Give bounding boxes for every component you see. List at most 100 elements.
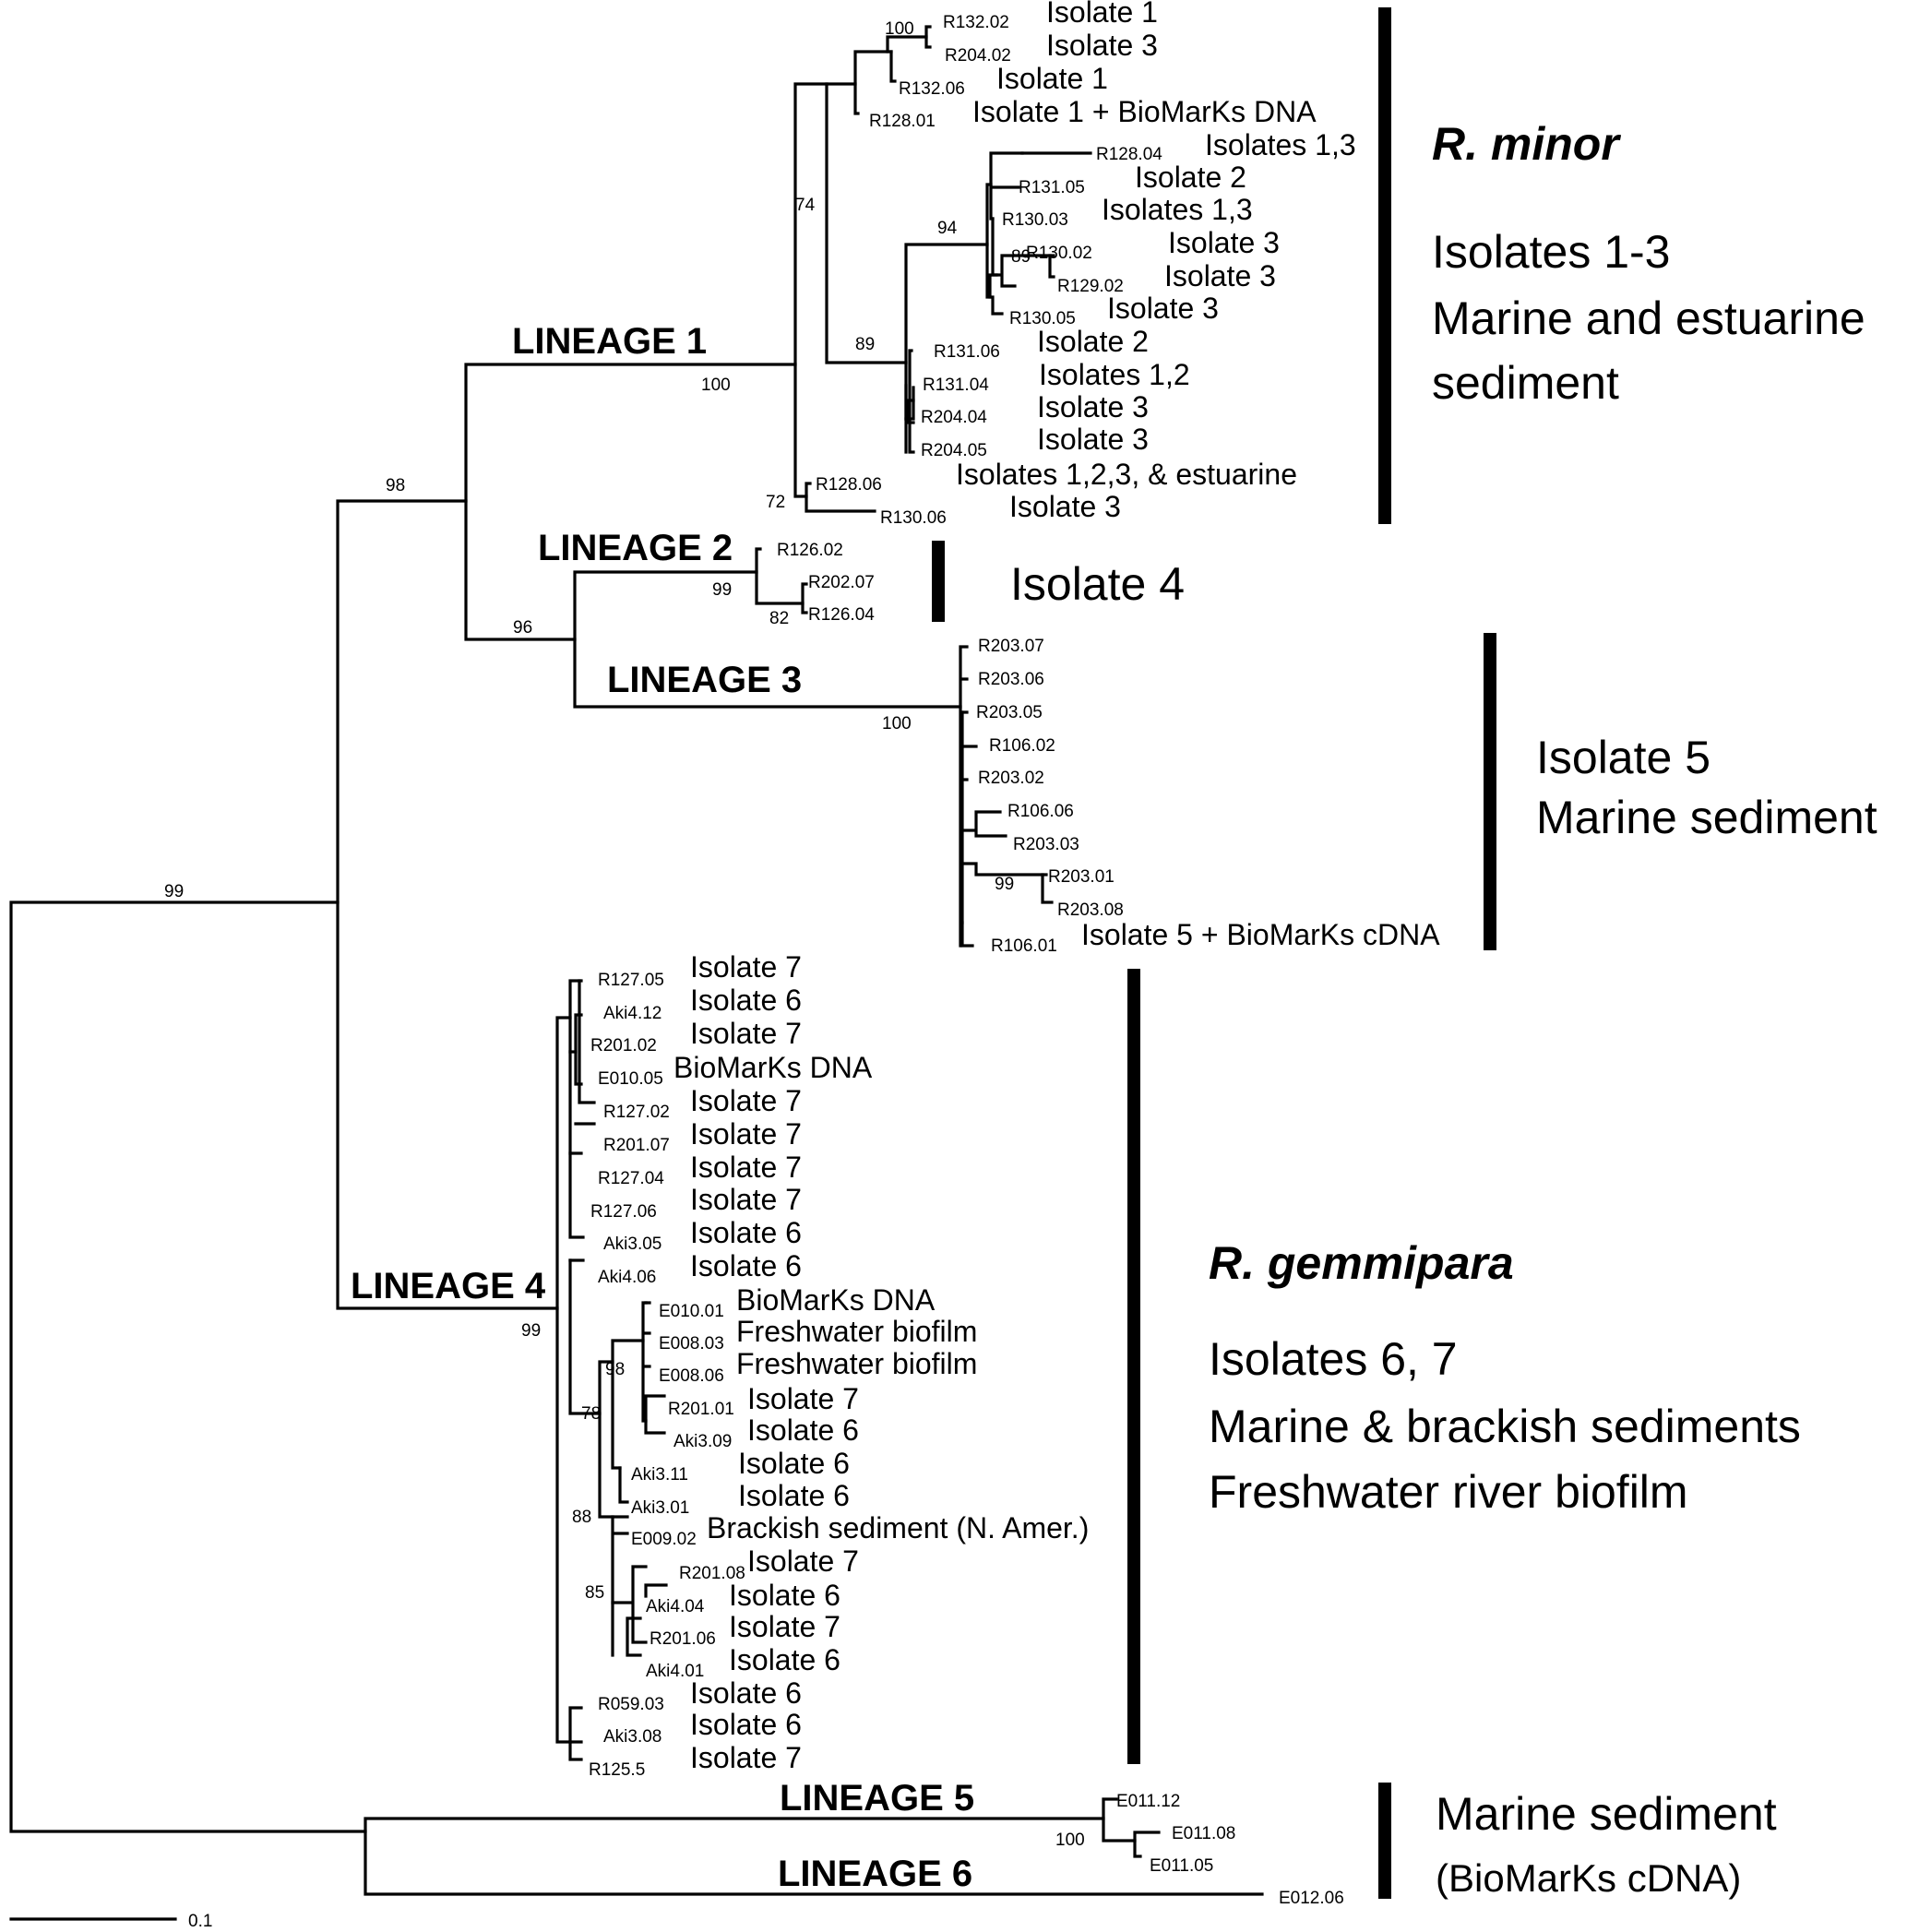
tip-accession-label: R203.07 [978, 637, 1044, 656]
tip-source-label: Freshwater biofilm [736, 1347, 977, 1380]
tip-accession-label: R201.07 [603, 1136, 670, 1155]
bootstrap-value: 89 [855, 335, 875, 354]
tip-accession-label: Aki3.01 [631, 1498, 689, 1518]
tip-source-label: Isolate 1 [1046, 0, 1158, 29]
tip-accession-label: R106.06 [1007, 802, 1074, 821]
bootstrap-value: 89 [1011, 247, 1031, 267]
group-description: sediment [1432, 357, 1619, 409]
bootstrap-value: 78 [581, 1404, 601, 1424]
bootstrap-value: 99 [712, 580, 732, 600]
tip-accession-label: R125.5 [589, 1760, 645, 1780]
bootstrap-value: 99 [995, 875, 1014, 894]
tip-source-label: Isolate 3 [1037, 423, 1149, 456]
tip-source-label: Isolate 7 [690, 1084, 802, 1117]
group-description: (BioMarKs cDNA) [1436, 1856, 1741, 1900]
tip-accession-label: E008.03 [659, 1334, 724, 1354]
tip-accession-label: E009.02 [631, 1530, 697, 1549]
tip-accession-label: R203.02 [978, 769, 1044, 788]
tip-accession-label: R127.06 [590, 1202, 657, 1222]
tip-source-label: Isolate 3 [1009, 490, 1121, 523]
group-description: Isolates 1-3 [1432, 226, 1670, 278]
tip-accession-label: R204.04 [921, 408, 987, 427]
tip-accession-label: E010.05 [598, 1069, 663, 1089]
bootstrap-value: 82 [769, 609, 789, 628]
tip-accession-label: R202.07 [808, 573, 875, 592]
tip-source-label: Isolate 2 [1135, 161, 1246, 194]
tip-accession-label: E011.12 [1116, 1792, 1180, 1811]
bootstrap-value: 99 [521, 1321, 541, 1341]
tip-source-label: Isolate 3 [1164, 259, 1276, 292]
tip-accession-label: R127.02 [603, 1103, 670, 1122]
lineage-label: LINEAGE 5 [780, 1778, 974, 1819]
bootstrap-values: 100 74 94 89 89 72 100 98 99 82 96 100 9… [164, 19, 1085, 1850]
tip-accession-label: E010.01 [659, 1302, 724, 1321]
tip-source-label: BioMarKs DNA [736, 1283, 936, 1317]
tip-source-label: Isolate 6 [690, 1676, 802, 1710]
tip-source-label: Isolate 7 [690, 1017, 802, 1050]
tip-accession-label: Aki3.09 [673, 1432, 732, 1451]
tip-source-label: Isolate 7 [690, 1741, 802, 1774]
group-description: Isolates 6, 7 [1209, 1333, 1458, 1385]
tip-accession-label: Aki4.01 [646, 1662, 704, 1681]
lineage-label: LINEAGE 6 [778, 1854, 972, 1894]
tip-accession-label: R203.01 [1048, 867, 1114, 887]
tip-accession-label: R203.03 [1013, 835, 1079, 854]
tip-accession-label: R126.04 [808, 605, 875, 625]
tip-source-label: Isolate 3 [1107, 292, 1219, 325]
group-description: Isolate 5 [1536, 732, 1710, 783]
bootstrap-value: 98 [605, 1360, 625, 1379]
clade-bar-marine-sediment [1378, 1783, 1391, 1899]
tip-accession-label: R106.01 [991, 936, 1057, 956]
lineage-label: LINEAGE 1 [512, 321, 707, 362]
tip-source-label: Isolate 7 [690, 1151, 802, 1184]
group-description: Marine & brackish sediments [1209, 1401, 1801, 1452]
clade-bars [932, 7, 1496, 1899]
tip-accession-label: E012.06 [1279, 1889, 1344, 1908]
bootstrap-value: 72 [766, 493, 785, 512]
tip-accession-label: R130.06 [880, 508, 947, 528]
clade-bar-isolate-4 [932, 541, 945, 622]
bootstrap-value: 100 [885, 19, 914, 39]
clade-bar-r-gemmipara [1127, 969, 1140, 1764]
tree-branches [9, 25, 1264, 1921]
tip-source-label: Isolate 3 [1037, 390, 1149, 423]
tip-source-label: Isolate 7 [690, 950, 802, 984]
bootstrap-value: 88 [572, 1508, 591, 1527]
tip-accession-label: E008.06 [659, 1366, 724, 1386]
tip-accession-label: R127.05 [598, 971, 664, 990]
bootstrap-value: 98 [386, 476, 405, 495]
tip-accession-label: Aki4.04 [646, 1597, 705, 1616]
tip-accession-label: R132.06 [899, 79, 965, 99]
tip-source-label: Isolate 6 [747, 1413, 859, 1447]
group-description: Isolate 4 [1010, 558, 1185, 610]
clade-bar-r-minor [1378, 7, 1391, 524]
lineage-labels: LINEAGE 1 LINEAGE 2 LINEAGE 3 LINEAGE 4 … [351, 321, 974, 1894]
group-annotations: R. minor Isolates 1-3 Marine and estuari… [1010, 118, 1877, 1900]
tip-source-label: Isolate 5 + BioMarKs cDNA [1081, 918, 1440, 951]
tip-accession-label: R132.02 [943, 13, 1009, 32]
tip-accession-label: R201.02 [590, 1036, 657, 1055]
tip-accession-label: R203.06 [978, 670, 1044, 689]
tip-accession-label: R126.02 [777, 541, 843, 560]
group-description: Marine sediment [1536, 792, 1877, 843]
tip-source-label: Isolate 6 [729, 1643, 840, 1676]
tip-source-label: Isolate 7 [690, 1183, 802, 1216]
tip-source-label: Isolates 1,2,3, & estuarine [956, 458, 1297, 491]
tip-accession-label: R059.03 [598, 1695, 664, 1714]
clade-bar-isolate-5 [1484, 633, 1496, 950]
tip-accession-label: R131.06 [934, 342, 1000, 362]
tip-accession-label: R203.08 [1057, 900, 1124, 920]
tip-source-label: Isolate 6 [729, 1579, 840, 1612]
species-name: R. gemmipara [1209, 1237, 1514, 1289]
bootstrap-value: 94 [937, 219, 958, 238]
tip-source-label: Isolate 3 [1046, 29, 1158, 62]
tip-source-label: Isolates 1,3 [1205, 128, 1356, 161]
tip-source-label: Isolate 6 [690, 1249, 802, 1282]
tip-source-label: Isolates 1,2 [1039, 358, 1190, 391]
tip-accession-label: R201.08 [679, 1564, 745, 1583]
lineage-label: LINEAGE 2 [538, 528, 733, 568]
tip-accession-label: R131.05 [1019, 178, 1085, 197]
tip-source-label: Isolate 6 [690, 984, 802, 1017]
